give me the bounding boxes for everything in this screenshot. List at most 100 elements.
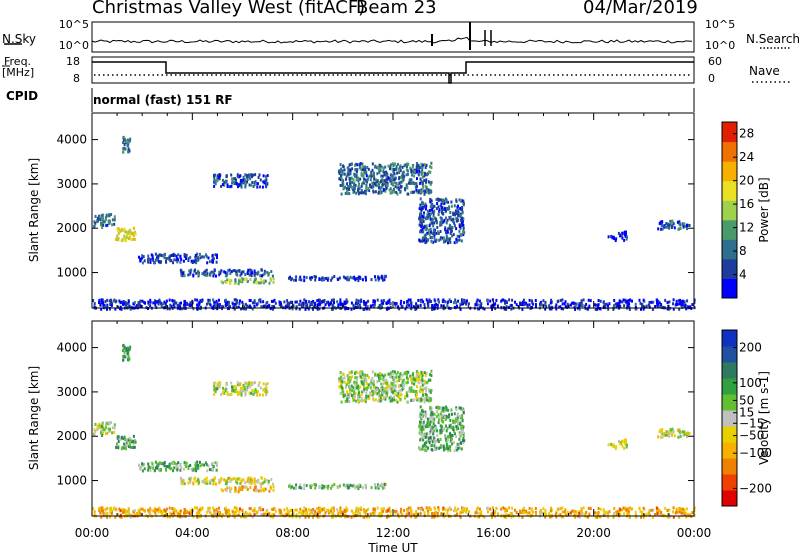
scatter-cell <box>514 508 516 512</box>
scatter-cell <box>264 383 267 387</box>
freq-label-top: Freq. <box>4 55 32 68</box>
scatter-cell <box>429 165 432 169</box>
scatter-cell <box>249 278 252 281</box>
scatter-cell <box>351 181 354 184</box>
scatter-cell <box>295 483 298 487</box>
scatter-cell <box>268 281 271 285</box>
scatter-cell <box>528 303 531 307</box>
scatter-cell <box>175 509 178 513</box>
x-tick-label: 00:00 <box>75 526 110 540</box>
scatter-cell <box>242 386 245 390</box>
scatter-cell <box>113 222 116 226</box>
scatter-cell <box>270 507 273 511</box>
scatter-cell <box>288 301 291 305</box>
scatter-cell <box>271 482 274 486</box>
scatter-cell <box>354 391 357 395</box>
scatter-cell <box>379 399 382 403</box>
noise-tick-left-top: 10^5 <box>59 18 89 31</box>
scatter-cell <box>353 184 356 187</box>
scatter-cell <box>415 162 418 165</box>
scatter-cell <box>431 203 434 206</box>
scatter-cell <box>190 259 193 263</box>
scatter-cell <box>166 465 169 468</box>
scatter-cell <box>125 139 128 143</box>
scatter-cell <box>677 435 680 439</box>
scatter-cell <box>453 513 456 517</box>
scatter-cell <box>224 389 227 393</box>
freq-tick-top: 18 <box>66 55 80 68</box>
scatter-cell <box>661 428 664 432</box>
scatter-cell <box>672 298 675 302</box>
scatter-cell <box>160 461 163 465</box>
scatter-cell <box>222 386 224 390</box>
scatter-cell <box>221 515 223 519</box>
scatter-cell <box>391 167 394 171</box>
scatter-cell <box>378 389 381 393</box>
scatter-cell <box>394 511 397 515</box>
scatter-cell <box>682 223 685 227</box>
scatter-cell <box>414 393 417 397</box>
scatter-cell <box>627 302 630 305</box>
scatter-cell <box>436 429 438 433</box>
scatter-cell <box>117 440 120 444</box>
scatter-cell <box>456 425 459 429</box>
scatter-cell <box>127 140 130 144</box>
colorbar-tick-label: 50 <box>739 393 754 407</box>
scatter-cell <box>421 239 424 243</box>
scatter-cell <box>425 216 428 220</box>
scatter-cell <box>448 425 451 429</box>
scatter-cell <box>309 511 312 514</box>
scatter-cell <box>214 461 217 465</box>
scatter-cell <box>666 515 669 519</box>
scatter-cell <box>454 432 456 436</box>
scatter-cell <box>357 393 360 397</box>
scatter-cell <box>406 394 409 398</box>
scatter-cell <box>387 384 390 388</box>
scatter-cell <box>419 405 422 409</box>
scatter-cell <box>419 300 422 304</box>
scatter-cell <box>457 204 459 208</box>
scatter-cell <box>441 221 444 225</box>
scatter-cell <box>148 258 151 262</box>
scatter-cell <box>157 255 160 259</box>
scatter-cell <box>656 301 658 305</box>
scatter-cell <box>254 271 257 275</box>
scatter-cell <box>270 478 273 481</box>
scatter-cell <box>521 511 524 515</box>
scatter-cell <box>216 256 218 260</box>
scatter-cell <box>421 219 423 223</box>
scatter-cell <box>242 270 245 274</box>
scatter-cell <box>387 509 390 513</box>
scatter-cell <box>265 178 268 182</box>
scatter-cell <box>423 174 426 178</box>
scatter-cell <box>265 305 268 309</box>
scatter-cell <box>374 391 377 395</box>
scatter-cell <box>456 234 459 238</box>
scatter-cell <box>187 257 190 261</box>
scatter-cell <box>158 253 161 257</box>
scatter-cell <box>189 255 192 259</box>
scatter-cell <box>693 506 696 510</box>
scatter-cell <box>419 191 422 195</box>
scatter-cell <box>226 391 229 395</box>
scatter-cell <box>419 413 422 417</box>
scatter-cell <box>262 279 265 283</box>
scatter-cell <box>429 397 432 401</box>
scatter-cell <box>179 515 182 519</box>
scatter-cell <box>213 508 216 512</box>
scatter-cell <box>453 221 456 225</box>
scatter-cell <box>438 238 441 242</box>
scatter-cell <box>671 432 674 436</box>
scatter-cell <box>442 304 445 308</box>
scatter-cell <box>248 507 251 510</box>
scatter-cell <box>123 234 126 238</box>
scatter-cell <box>457 446 460 450</box>
scatter-cell <box>433 236 436 240</box>
scatter-cell <box>94 429 97 433</box>
scatter-cell <box>246 178 249 181</box>
scatter-cell <box>431 516 434 519</box>
scatter-cell <box>597 303 600 307</box>
scatter-cell <box>678 430 681 434</box>
scatter-cell <box>452 509 455 513</box>
